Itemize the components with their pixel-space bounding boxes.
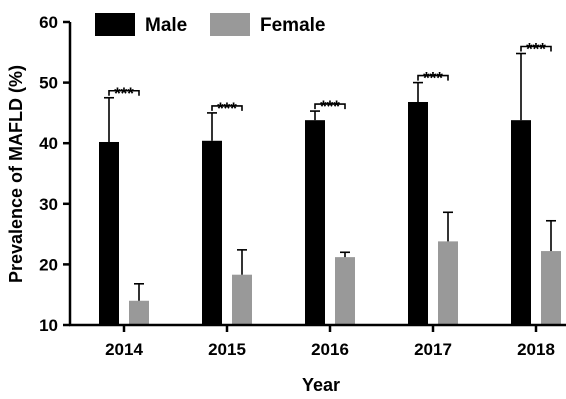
significance-bracket-2015 (211, 105, 243, 111)
legend-label-male: Male (145, 15, 187, 36)
bar-male-2016 (305, 120, 325, 325)
significance-label-2014: *** (114, 84, 134, 103)
significance-layer: *** *** *** *** *** (108, 40, 552, 118)
axes-layer (68, 22, 566, 327)
bar-female-2015 (232, 274, 252, 325)
bars-layer (99, 52, 561, 325)
x-tick-label: 2018 (517, 340, 555, 359)
y-tick-label: 30 (39, 195, 58, 214)
x-tick-label: 2017 (414, 340, 452, 359)
y-tick-label: 20 (39, 255, 58, 274)
significance-bracket-2018 (520, 45, 552, 52)
legend-swatch-male (95, 13, 135, 36)
bar-male-2014 (99, 141, 119, 325)
y-tick-label: 50 (39, 74, 58, 93)
significance-bracket-2017 (417, 74, 449, 81)
y-tick-label: 10 (39, 316, 58, 335)
bar-female-2018 (541, 251, 561, 325)
legend-swatch-female (210, 13, 250, 36)
bar-female-2017 (438, 241, 458, 325)
significance-bracket-2014 (108, 89, 140, 96)
bar-female-2014 (129, 300, 149, 325)
x-axis-title: Year (302, 375, 340, 395)
y-axis-title: Prevalence of MAFLD (%) (6, 65, 26, 283)
significance-label-2015: *** (217, 99, 237, 118)
bar-male-2015 (202, 140, 222, 325)
x-tick-layer: 2014 2015 2016 2017 2018 (105, 325, 555, 359)
legend: Male Female (95, 13, 325, 36)
significance-label-2018: *** (526, 40, 546, 59)
bar-male-2017 (408, 101, 428, 325)
significance-bracket-2016 (314, 103, 346, 110)
bar-female-2016 (335, 257, 355, 325)
significance-label-2016: *** (320, 97, 340, 116)
y-tick-layer: 10 20 30 40 50 60 (39, 13, 70, 335)
y-tick-label: 60 (39, 13, 58, 32)
x-tick-label: 2016 (311, 340, 349, 359)
significance-label-2017: *** (423, 69, 443, 88)
y-tick-label: 40 (39, 134, 58, 153)
bar-male-2018 (511, 120, 531, 325)
x-tick-label: 2014 (105, 340, 143, 359)
x-tick-label: 2015 (208, 340, 246, 359)
legend-label-female: Female (260, 15, 325, 36)
